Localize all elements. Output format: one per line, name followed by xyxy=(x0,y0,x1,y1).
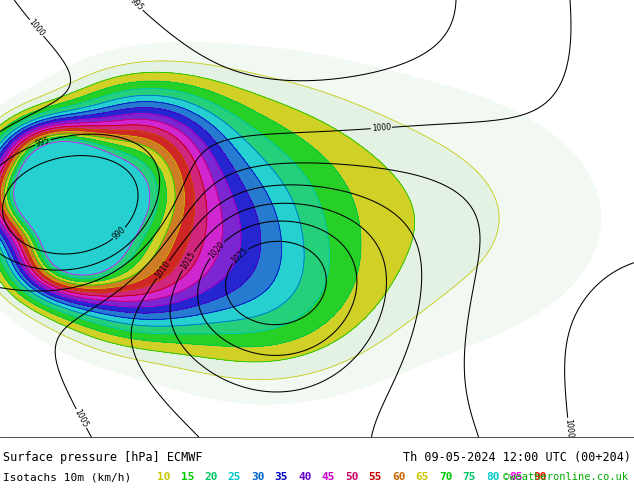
Text: 10: 10 xyxy=(157,472,171,482)
Text: 1000: 1000 xyxy=(372,123,391,133)
Text: 25: 25 xyxy=(228,472,241,482)
Text: 20: 20 xyxy=(204,472,217,482)
Text: 1020: 1020 xyxy=(207,240,226,260)
Text: 1010: 1010 xyxy=(154,259,172,280)
Text: 55: 55 xyxy=(368,472,382,482)
Text: 85: 85 xyxy=(510,472,523,482)
Text: 1000: 1000 xyxy=(27,18,46,38)
Text: Isotachs 10m (km/h): Isotachs 10m (km/h) xyxy=(3,472,131,482)
Text: 70: 70 xyxy=(439,472,453,482)
Text: 995: 995 xyxy=(34,136,51,149)
Text: ©weatheronline.co.uk: ©weatheronline.co.uk xyxy=(503,472,628,482)
Text: 1015: 1015 xyxy=(179,250,197,271)
Text: 65: 65 xyxy=(415,472,429,482)
Text: 80: 80 xyxy=(486,472,500,482)
Text: 1000: 1000 xyxy=(563,418,574,439)
Text: 50: 50 xyxy=(345,472,358,482)
Text: 90: 90 xyxy=(533,472,547,482)
Text: Surface pressure [hPa] ECMWF: Surface pressure [hPa] ECMWF xyxy=(3,451,202,464)
Text: Th 09-05-2024 12:00 UTC (00+204): Th 09-05-2024 12:00 UTC (00+204) xyxy=(403,451,631,464)
Text: 40: 40 xyxy=(298,472,311,482)
Text: 30: 30 xyxy=(251,472,264,482)
Text: 75: 75 xyxy=(462,472,476,482)
Text: 990: 990 xyxy=(111,225,128,242)
Text: 45: 45 xyxy=(321,472,335,482)
Text: 15: 15 xyxy=(181,472,194,482)
Text: 60: 60 xyxy=(392,472,406,482)
Text: 995: 995 xyxy=(128,0,145,13)
Text: 1025: 1025 xyxy=(230,245,250,265)
Text: 35: 35 xyxy=(275,472,288,482)
Text: 1005: 1005 xyxy=(73,408,90,429)
